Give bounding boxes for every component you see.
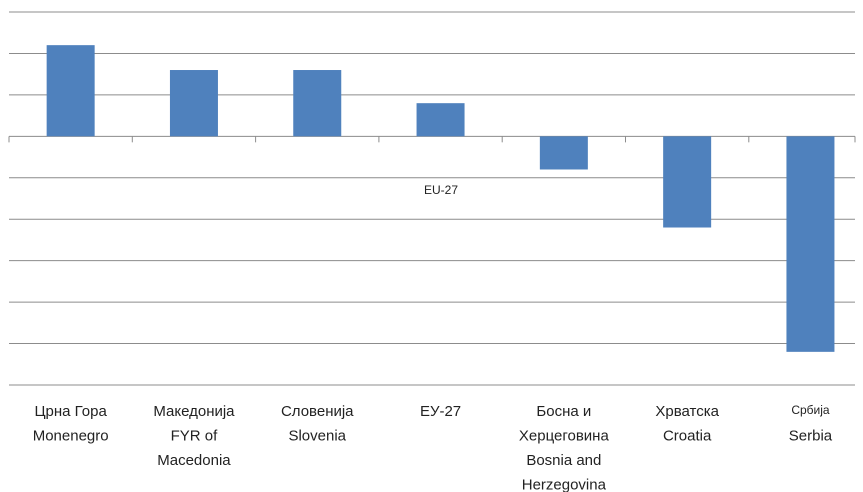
annotation: EU-27 [424, 183, 458, 197]
x-tick-label: Македонија [153, 403, 235, 420]
x-tick-label: Monenegro [33, 427, 109, 444]
x-tick-label: Bosnia and [526, 452, 601, 469]
x-tick-label: Херцеговина [519, 427, 610, 444]
x-tick-label: FYR of [171, 427, 219, 444]
x-tick-label: Herzegovina [522, 476, 607, 492]
bar [293, 70, 342, 137]
x-tick-label: Хрватска [655, 403, 719, 420]
bar [416, 103, 465, 137]
x-tick-label: ЕУ-27 [420, 403, 461, 420]
x-tick-label: Serbia [789, 427, 833, 444]
x-tick-label: Босна и [536, 403, 591, 420]
x-tick-label: Slovenia [288, 427, 346, 444]
x-tick-label: Croatia [663, 427, 712, 444]
x-tick-label: Macedonia [157, 452, 231, 469]
x-tick-label: Црна Гора [34, 403, 107, 420]
x-tick-label: Србија [791, 403, 830, 417]
bar [46, 45, 95, 137]
bar [663, 136, 712, 228]
bar [539, 136, 588, 170]
bar [786, 136, 835, 352]
x-tick-label: Словенија [281, 403, 354, 420]
bar [169, 70, 218, 137]
